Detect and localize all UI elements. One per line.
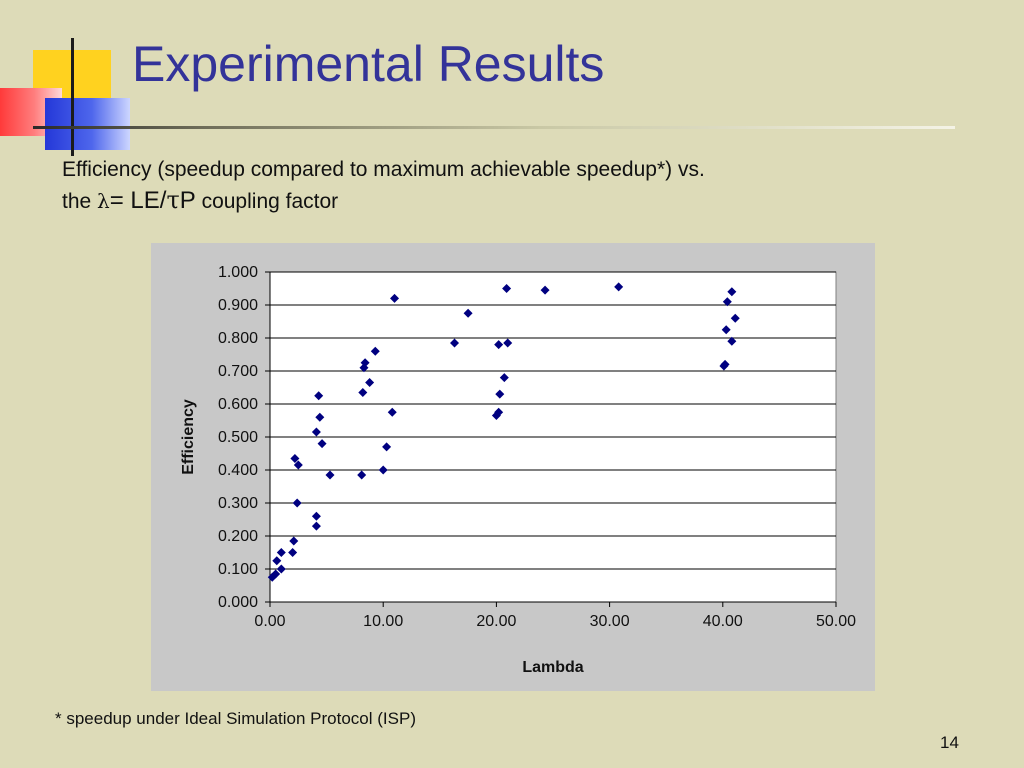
lambda-symbol: λ	[97, 189, 110, 213]
y-tick-label: 0.400	[218, 462, 258, 479]
gridlines	[265, 271, 837, 607]
data-point	[463, 308, 473, 318]
decor-vertical-line	[71, 38, 74, 156]
data-point	[314, 391, 324, 401]
data-point	[317, 439, 327, 449]
data-point	[721, 325, 731, 335]
slide-subtitle: Efficiency (speedup compared to maximum …	[62, 154, 705, 217]
equals-sign: =	[109, 187, 131, 214]
data-point	[378, 465, 388, 475]
le-text: LE/	[130, 187, 167, 214]
data-point	[540, 285, 550, 295]
y-tick-label: 0.000	[218, 594, 258, 611]
y-tick-label: 0.900	[218, 297, 258, 314]
data-point	[720, 359, 730, 369]
y-tick-label: 0.500	[218, 429, 258, 446]
data-point	[495, 389, 505, 399]
tau-symbol: τ	[166, 186, 180, 214]
data-point	[390, 293, 400, 303]
data-point	[494, 340, 504, 350]
y-tick-label: 1.000	[218, 264, 258, 281]
data-point	[311, 521, 321, 531]
data-point	[370, 346, 380, 356]
data-point	[503, 338, 513, 348]
decor-title-underline	[33, 126, 955, 129]
data-point	[494, 407, 504, 417]
y-tick-label: 0.800	[218, 330, 258, 347]
data-point	[722, 297, 732, 307]
data-point	[357, 470, 367, 480]
y-tick-label: 0.700	[218, 363, 258, 380]
subtitle-suffix: coupling factor	[195, 190, 339, 213]
data-point	[288, 548, 298, 557]
data-point	[276, 548, 286, 557]
data-point	[267, 572, 277, 582]
data-point	[325, 470, 335, 480]
data-point	[290, 453, 300, 463]
y-axis-title: Efficiency	[180, 399, 197, 475]
footnote: * speedup under Ideal Simulation Protoco…	[55, 709, 416, 728]
data-point	[491, 411, 501, 421]
x-tick-label: 0.00	[254, 613, 285, 630]
slide-title: Experimental Results	[132, 36, 605, 92]
axes	[269, 272, 836, 603]
data-point	[292, 498, 302, 508]
data-point	[276, 564, 286, 574]
p-text: P	[179, 187, 196, 214]
x-tick-label: 40.00	[703, 613, 743, 630]
subtitle-line-1: Efficiency (speedup compared to maximum …	[62, 158, 705, 181]
data-point	[730, 313, 740, 323]
data-point	[360, 358, 370, 368]
data-point	[311, 511, 321, 521]
page-number: 14	[940, 733, 959, 752]
y-tick-label: 0.200	[218, 528, 258, 545]
data-point	[382, 442, 392, 452]
data-point	[289, 536, 299, 546]
data-point	[727, 287, 737, 297]
data-point	[358, 387, 368, 397]
data-point	[272, 556, 282, 566]
data-points	[267, 282, 740, 582]
data-point	[293, 460, 303, 470]
subtitle-line-2: the λ= LE/τP coupling factor	[62, 185, 705, 217]
y-tick-label: 0.100	[218, 561, 258, 578]
x-tick-label: 50.00	[816, 613, 856, 630]
x-axis-title: Lambda	[522, 659, 583, 676]
x-tick-label: 20.00	[476, 613, 516, 630]
x-tick-label: 30.00	[590, 613, 630, 630]
data-point	[499, 373, 509, 383]
subtitle-prefix: the	[62, 190, 98, 213]
decor-blue-square	[45, 98, 130, 150]
data-point	[315, 412, 325, 422]
scatter-chart: 0.000 0.100 0.200 0.300 0.400 0.500 0.600 0.700…	[180, 264, 856, 676]
y-tick-label: 0.300	[218, 495, 258, 512]
data-point	[387, 407, 397, 417]
data-point	[311, 427, 321, 437]
chart-panel: 0.000 0.100 0.200 0.300 0.400 0.500 0.600 0.700…	[151, 243, 875, 691]
y-tick-label: 0.600	[218, 396, 258, 413]
x-tick-labels: 0.00 10.00 20.00 30.00 40.00 50.00	[254, 613, 856, 630]
data-point	[365, 378, 375, 388]
data-point	[502, 284, 512, 293]
data-point	[450, 338, 460, 348]
data-point	[727, 336, 737, 346]
y-tick-labels: 0.000 0.100 0.200 0.300 0.400 0.500 0.600 0.700…	[218, 264, 258, 611]
data-point	[271, 569, 281, 579]
x-tick-label: 10.00	[363, 613, 403, 630]
data-point	[614, 282, 624, 292]
